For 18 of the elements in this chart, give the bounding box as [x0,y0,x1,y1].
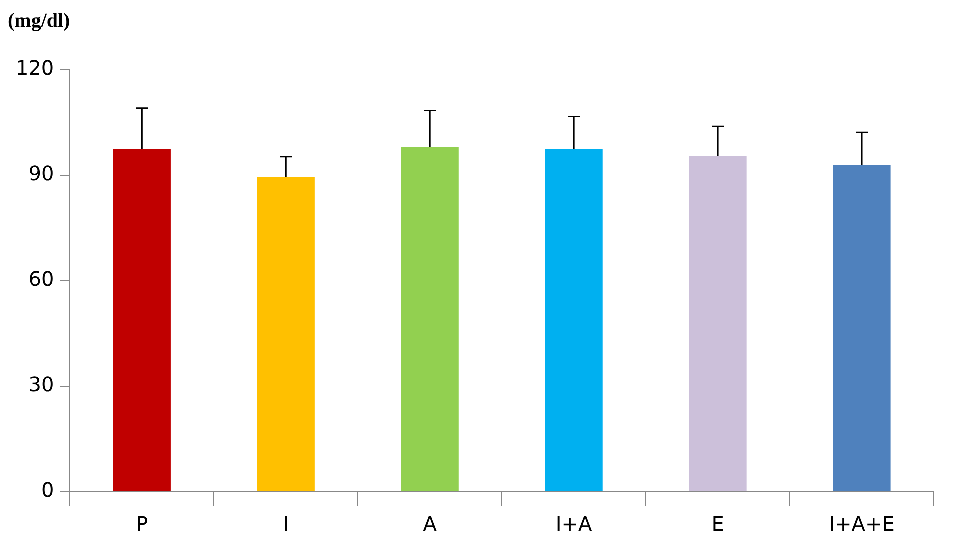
x-tick-label: P [136,512,148,536]
bar [545,149,603,492]
x-tick-label: I [283,512,290,536]
bar [689,156,747,492]
y-tick-label: 30 [28,372,54,397]
x-tick-label: I+A+E [829,512,895,536]
y-axis-title: (mg/dl) [8,10,70,33]
x-tick-label: E [712,512,724,536]
x-tick-label: I+A [556,512,593,536]
y-tick-label: 90 [28,162,54,186]
bar [113,149,171,492]
y-tick-label: 60 [28,267,54,292]
bar [401,147,459,492]
bar [833,165,891,492]
x-tick-label: A [423,512,438,536]
y-tick-label: 120 [16,56,54,80]
y-tick-label: 0 [41,478,54,502]
bar [257,177,315,492]
